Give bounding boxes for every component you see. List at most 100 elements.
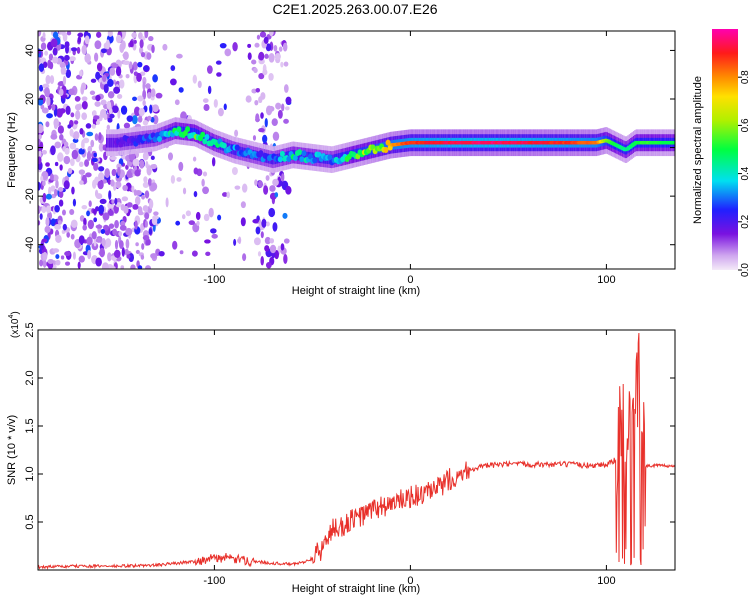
spectrogram-cell	[208, 207, 214, 218]
spectrogram-cell	[196, 129, 198, 140]
spectrogram-cell	[142, 119, 149, 126]
y-tick-label: -40	[24, 237, 36, 253]
spectrogram-cell	[327, 154, 333, 161]
spectrogram-cell	[385, 141, 388, 152]
spectrogram-cell	[138, 46, 144, 54]
spectrogram-cell	[254, 179, 258, 186]
x-tick-label: 100	[597, 274, 615, 286]
spectrogram-cell	[300, 151, 303, 161]
spectrogram-cell	[150, 253, 157, 259]
spectrogram-cell	[337, 153, 340, 163]
spectrogram-cell	[51, 104, 56, 111]
spectrogram-cell	[106, 100, 112, 110]
spectrogram-cell	[282, 212, 288, 219]
spectrogram-cell	[281, 173, 285, 182]
spectrogram-cell	[260, 112, 264, 119]
spectrogram-cell	[114, 220, 119, 229]
spectrogram-cell	[137, 210, 144, 216]
spectrogram-cell	[172, 240, 178, 250]
spectrogram-cell	[253, 237, 261, 246]
spectrogram-cell	[203, 103, 210, 111]
colorbar-tick-label: 0.6	[740, 118, 750, 132]
spectrogram-cell	[85, 172, 92, 178]
spectrogram-cell	[57, 187, 64, 192]
spectrogram-cell	[275, 102, 282, 110]
spectrogram-cell	[112, 79, 117, 85]
spectrogram-cell	[226, 191, 230, 199]
spectrogram-cell	[200, 131, 206, 138]
x-tick-label: -100	[203, 274, 225, 286]
spectrogram-cell	[232, 41, 238, 52]
spectrogram-cell	[107, 252, 112, 262]
spectrogram-cell	[286, 156, 292, 163]
spectrogram-cell	[121, 247, 125, 257]
spectrogram-cell	[257, 180, 263, 188]
spectrogram-cell	[38, 134, 42, 140]
spectrogram-cell	[252, 218, 259, 224]
colorbar-tick-label: 0.8	[740, 70, 750, 84]
spectrogram-cell	[121, 40, 126, 50]
snr-axes: -100 0 100 0.5 1.0 1.5 2.0 2.5	[24, 322, 675, 587]
spectrogram-cell	[90, 78, 97, 83]
spectrogram-cell	[302, 151, 304, 161]
spectrogram-cell	[58, 88, 64, 97]
spectrogram-cell	[77, 261, 81, 269]
spectrogram-cell	[280, 61, 284, 68]
spectrogram-cell	[76, 46, 81, 54]
snr-series-line	[38, 332, 675, 570]
spectrogram-cell	[234, 144, 240, 151]
spectrogram-cell	[170, 174, 176, 184]
spectrogram-cell	[57, 220, 62, 225]
spectrogram-cell	[99, 108, 107, 118]
spectrogram-cell	[134, 169, 141, 177]
spectrogram-cell	[81, 112, 88, 121]
spectrogram-cell	[132, 203, 139, 210]
spectrogram-cell	[383, 146, 389, 153]
spectrogram-cell	[137, 116, 143, 123]
spectrogram-cell	[191, 250, 198, 257]
spectrogram-cell	[176, 126, 182, 133]
spectrogram-cell	[54, 205, 60, 213]
spectrogram-cell	[80, 85, 85, 95]
spectrogram-cell	[46, 96, 51, 106]
spectrogram-cell	[63, 141, 69, 147]
spectrogram-cell	[49, 61, 54, 70]
spectrogram-cell	[45, 216, 50, 227]
y-tick-label: 0	[24, 145, 36, 151]
spectrogram-cell	[131, 115, 138, 125]
spectrogram-cell	[126, 170, 133, 179]
spectrogram-cell	[98, 204, 105, 214]
y-tick-label: 1.5	[24, 418, 36, 433]
spectrogram-cell	[195, 211, 201, 221]
spectrogram-cell	[265, 261, 272, 269]
spectrogram-cell	[44, 87, 50, 98]
spectrogram-cell	[66, 31, 72, 36]
spectrogram-cell	[252, 135, 257, 141]
spectrogram-cell	[111, 137, 113, 148]
spectrogram-cell	[150, 182, 158, 191]
spectrogram-cell	[196, 220, 200, 226]
spectrogram-cell	[255, 113, 260, 123]
snr-panel: -100 0 100 0.5 1.0 1.5 2.0 2.5 Height of straig…	[6, 311, 676, 595]
spectrogram-cell	[54, 223, 62, 230]
spectrogram-cell	[86, 151, 92, 162]
spectrogram-cell	[259, 31, 267, 38]
spectrogram-cell	[42, 180, 46, 187]
spectrogram-cell	[138, 32, 143, 40]
spectrogram-cell	[79, 70, 83, 77]
spectrogram-cell	[95, 71, 101, 80]
spectrogram-cell	[150, 88, 156, 98]
spectrogram-cell	[269, 238, 275, 244]
spectrogram-cell	[45, 193, 52, 200]
spectrogram-cell	[135, 242, 139, 247]
spectrogram-cell	[110, 179, 115, 187]
spectrogram-cell	[155, 92, 163, 99]
spectrogram-cell	[142, 151, 149, 161]
spectrogram-cell	[87, 145, 93, 153]
spectrogram-cell	[258, 127, 265, 133]
spectrogram-cell	[112, 137, 115, 148]
spectrogram-cell	[176, 177, 182, 182]
spectrogram-cell	[202, 138, 208, 145]
spectrogram-cell	[385, 139, 391, 146]
spectrogram-cell	[162, 43, 168, 51]
